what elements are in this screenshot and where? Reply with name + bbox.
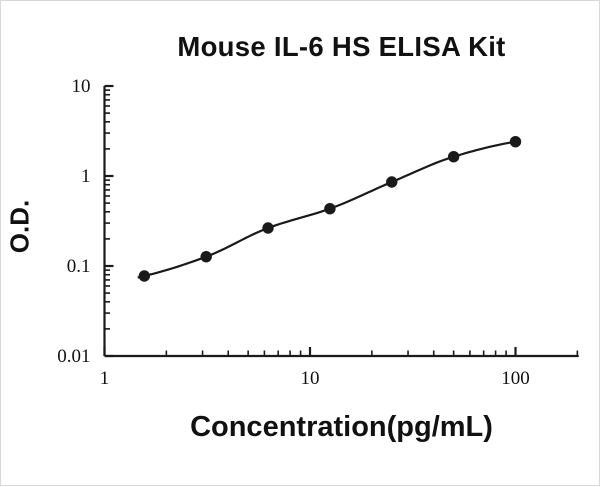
svg-text:0.01: 0.01 bbox=[57, 346, 90, 367]
svg-text:1: 1 bbox=[81, 166, 91, 187]
svg-text:10: 10 bbox=[301, 368, 320, 389]
svg-text:10: 10 bbox=[72, 76, 91, 97]
svg-text:0.1: 0.1 bbox=[67, 256, 91, 277]
svg-text:1: 1 bbox=[100, 368, 110, 389]
svg-text:100: 100 bbox=[501, 368, 530, 389]
